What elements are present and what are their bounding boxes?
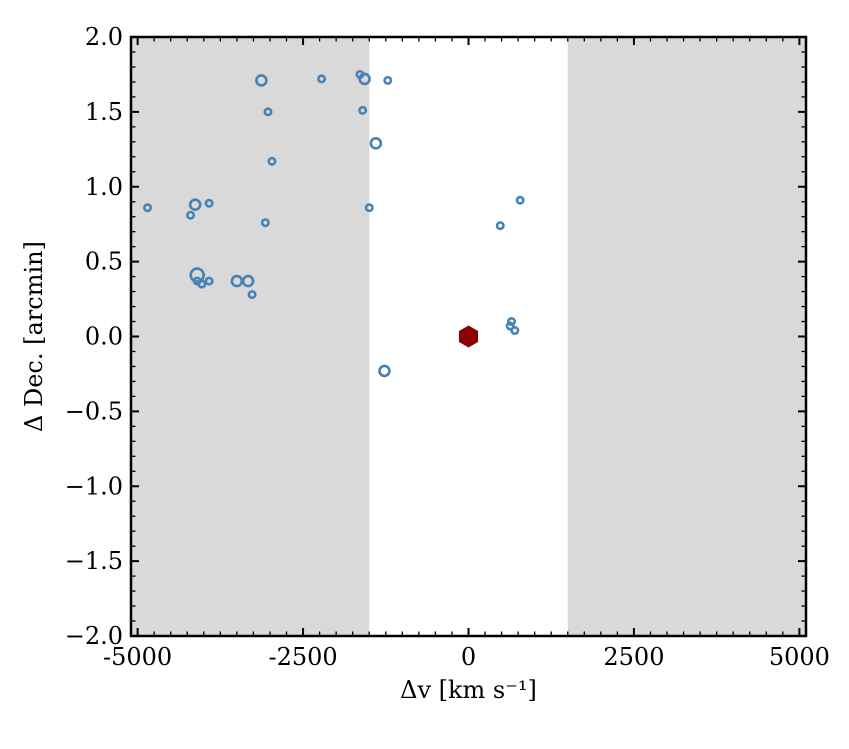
- data-point-4: [204, 198, 214, 208]
- data-point-23: [378, 364, 391, 378]
- data-point-20: [364, 203, 374, 213]
- x-tick-label: 0: [461, 643, 476, 671]
- data-point-22: [383, 75, 393, 85]
- shaded-region-1: [131, 37, 370, 636]
- y-tick-label: −0.5: [65, 397, 123, 425]
- data-point-1: [143, 203, 153, 213]
- y-tick-labels: 2.0 1.5 1.0 0.5 0.0 −0.5 −1.0 −1.5 −2.0: [65, 23, 123, 650]
- data-point-16: [317, 74, 327, 84]
- y-tick-label: 0.0: [85, 323, 123, 351]
- data-point-28: [510, 326, 520, 336]
- data-point-27: [505, 321, 515, 331]
- shaded-region-2: [567, 37, 806, 636]
- x-tick-labels: -5000 -2500 0 2500 5000: [103, 643, 830, 671]
- plot-frame: [129, 35, 808, 638]
- y-tick-label: −2.0: [65, 622, 123, 650]
- data-point-11: [247, 290, 257, 300]
- y-axis-title: Δ Dec. [arcmin]: [20, 241, 48, 432]
- center-hexagon-marker: [458, 325, 479, 348]
- y-tick-label: 1.5: [85, 98, 123, 126]
- data-point-5: [189, 267, 205, 283]
- x-tick-label: 2500: [603, 643, 664, 671]
- x-tick-label: 5000: [769, 643, 830, 671]
- data-point-14: [263, 107, 273, 117]
- data-point-24: [495, 221, 505, 231]
- data-point-19: [358, 105, 368, 115]
- y-tick-label: 0.5: [85, 248, 123, 276]
- data-point-26: [507, 317, 517, 327]
- y-tick-label: 2.0: [85, 23, 123, 51]
- data-point-13: [255, 74, 268, 87]
- excluded-velocity-regions: [131, 37, 806, 636]
- data-point-10: [241, 274, 255, 288]
- center-marker-layer: [458, 325, 479, 348]
- data-point-3: [188, 198, 202, 212]
- data-point-2: [186, 210, 196, 220]
- data-point-18: [358, 72, 371, 86]
- data-point-21: [369, 137, 383, 150]
- y-tick-label: −1.5: [65, 547, 123, 575]
- data-point-15: [267, 156, 277, 166]
- x-tick-label: -2500: [268, 643, 337, 671]
- y-tick-label: 1.0: [85, 173, 123, 201]
- scatter-points: [143, 69, 525, 378]
- data-point-25: [515, 195, 525, 205]
- data-point-12: [260, 218, 270, 228]
- x-tick-label: -5000: [103, 643, 172, 671]
- y-tick-label: −1.0: [65, 472, 123, 500]
- data-point-8: [204, 276, 214, 286]
- data-point-7: [197, 279, 207, 289]
- x-axis-title: Δv [km s⁻¹]: [400, 676, 537, 704]
